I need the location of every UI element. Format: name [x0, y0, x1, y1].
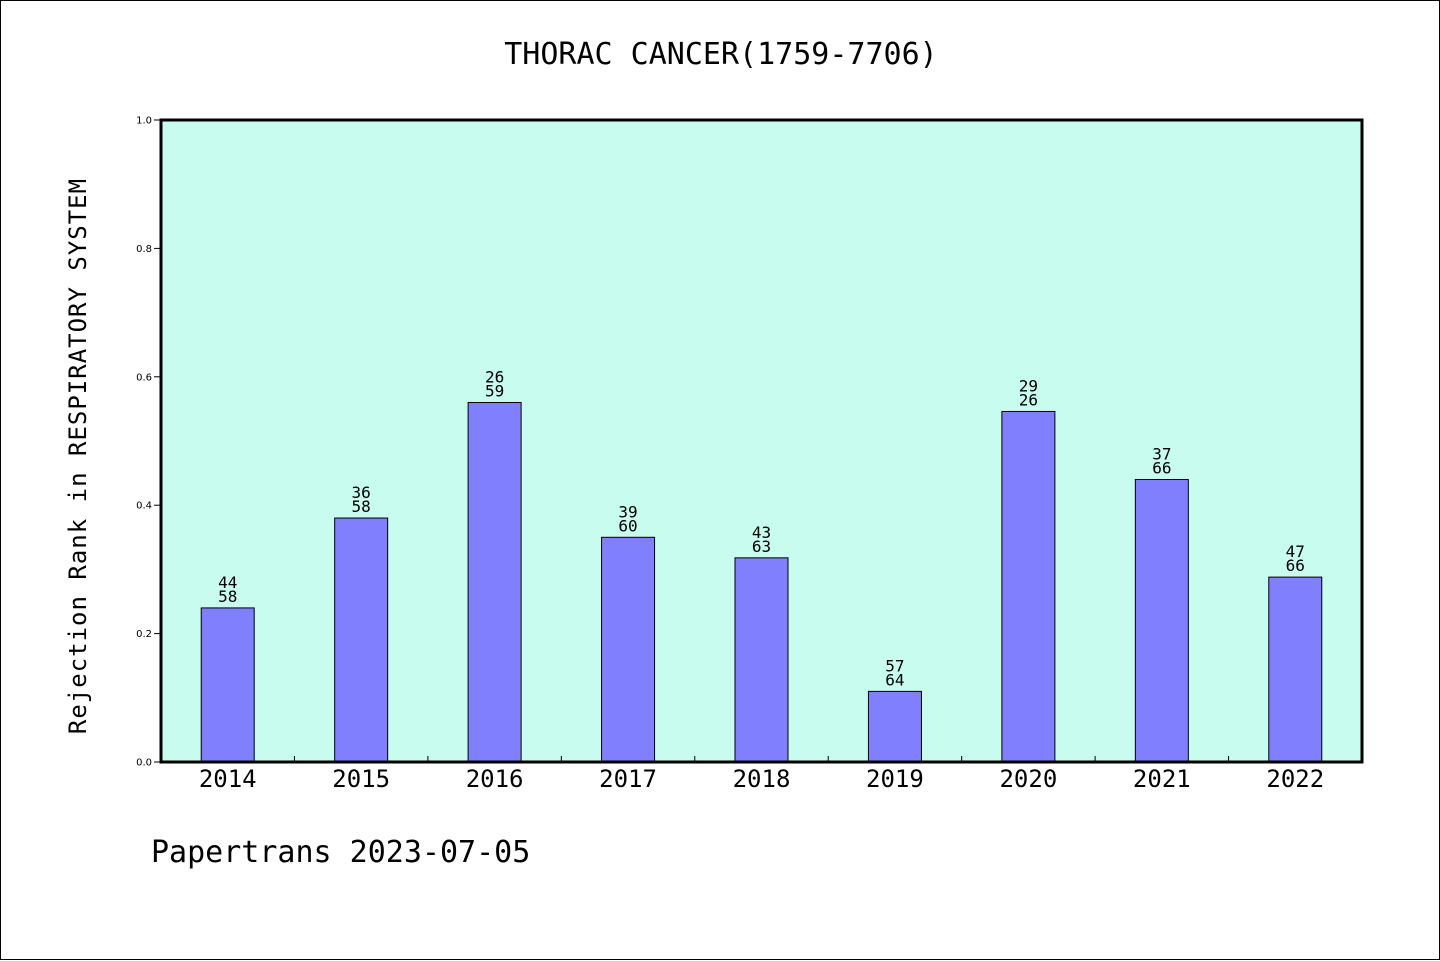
bar-label-top: 26 — [485, 367, 504, 386]
x-tick-label: 2022 — [1266, 765, 1324, 793]
bar-label-top: 29 — [1019, 376, 1038, 395]
x-tick-label: 2018 — [733, 765, 791, 793]
bar-label-top: 37 — [1152, 445, 1171, 464]
y-tick-label: 1.0 — [136, 116, 152, 127]
y-tick-label: 0.2 — [136, 629, 152, 640]
y-tick-label: 0.4 — [136, 501, 152, 512]
bar-label-bottom: 59 — [485, 381, 504, 400]
bar-label-bottom: 58 — [218, 587, 237, 606]
bar-label-bottom: 63 — [752, 537, 771, 556]
bar-label-top: 47 — [1286, 542, 1305, 561]
x-tick-label: 2020 — [999, 765, 1057, 793]
bar-label-top: 39 — [618, 502, 637, 521]
bar-2022 — [1268, 576, 1323, 763]
bar-label-bottom: 26 — [1019, 390, 1038, 409]
x-tick-label: 2015 — [332, 765, 390, 793]
y-tick-label: 0.8 — [136, 244, 152, 255]
chart-title: THORAC CANCER(1759-7706) — [504, 37, 938, 72]
x-tick-label: 2021 — [1133, 765, 1191, 793]
plot-border — [159, 118, 1364, 764]
bar-label-top: 44 — [218, 573, 237, 592]
bar-2017 — [601, 536, 656, 763]
bar-label-top: 43 — [752, 523, 771, 542]
bar-label-bottom: 64 — [885, 670, 904, 689]
x-tick-label: 2017 — [599, 765, 657, 793]
bar-2019 — [867, 690, 922, 763]
x-tick-label: 2019 — [866, 765, 924, 793]
bar-label-bottom: 66 — [1286, 556, 1305, 575]
y-tick-label: 0.6 — [136, 372, 152, 383]
bar-label-top: 57 — [885, 656, 904, 675]
x-tick-label: 2016 — [466, 765, 524, 793]
footer-credit: Papertrans 2023-07-05 — [151, 835, 531, 870]
bar-label-bottom: 58 — [352, 497, 371, 516]
bar-2021 — [1134, 479, 1189, 763]
bar-2015 — [334, 517, 389, 763]
bar-label-top: 36 — [352, 483, 371, 502]
y-tick-label: 0.0 — [136, 758, 152, 769]
bar-2018 — [734, 557, 789, 763]
bar-2014 — [200, 607, 255, 763]
bar-label-bottom: 60 — [618, 516, 637, 535]
bar-2016 — [467, 401, 522, 763]
bar-2020 — [1001, 410, 1056, 763]
x-tick-label: 2014 — [199, 765, 257, 793]
bar-label-bottom: 66 — [1152, 459, 1171, 478]
